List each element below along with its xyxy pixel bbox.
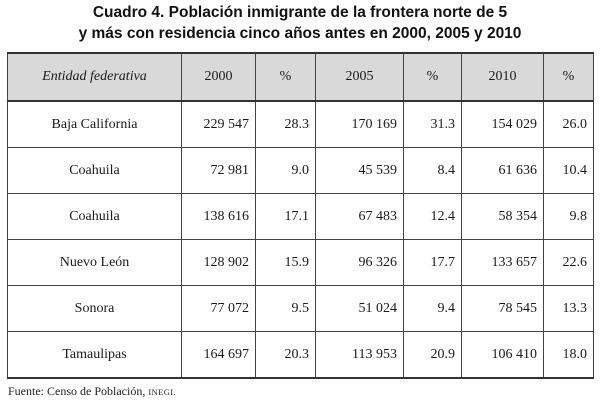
cell-2005: 96 326 bbox=[315, 239, 404, 286]
header-2000: 2000 bbox=[181, 52, 256, 102]
cell-2000: 138 616 bbox=[181, 193, 256, 240]
table-row: Nuevo León 128 902 15.9 96 326 17.7 133 … bbox=[7, 239, 594, 286]
header-entidad: Entidad federativa bbox=[7, 52, 182, 102]
cell-pct-2005: 12.4 bbox=[403, 193, 462, 240]
cell-2000: 128 902 bbox=[181, 239, 256, 286]
cell-state: Coahuila bbox=[7, 147, 182, 194]
cell-2010: 133 657 bbox=[461, 239, 544, 286]
cell-pct-2000: 20.3 bbox=[255, 331, 316, 379]
cell-pct-2010: 22.6 bbox=[543, 239, 594, 286]
header-pct-2005: % bbox=[403, 52, 462, 102]
source-prefix: Fuente: Censo de Población, bbox=[8, 384, 146, 398]
cell-pct-2005: 31.3 bbox=[403, 100, 462, 148]
header-pct-2000: % bbox=[255, 52, 316, 102]
header-pct-2010: % bbox=[543, 52, 594, 102]
cell-pct-2010: 18.0 bbox=[543, 331, 594, 379]
table-row: Coahuila 138 616 17.1 67 483 12.4 58 354… bbox=[7, 193, 594, 240]
title-line-2: y más con residencia cinco años antes en… bbox=[78, 25, 522, 42]
cell-2005: 170 169 bbox=[315, 100, 404, 148]
cell-2010: 78 545 bbox=[461, 285, 544, 332]
table-title: Cuadro 4. Población inmigrante de la fro… bbox=[0, 2, 600, 44]
cell-state: Sonora bbox=[7, 285, 182, 332]
cell-state: Nuevo León bbox=[7, 239, 182, 286]
cell-2000: 164 697 bbox=[181, 331, 256, 379]
cell-pct-2000: 9.0 bbox=[255, 147, 316, 194]
cell-pct-2000: 17.1 bbox=[255, 193, 316, 240]
source-note: Fuente: Censo de Población, INEGI. bbox=[8, 384, 176, 399]
cell-pct-2010: 9.8 bbox=[543, 193, 594, 240]
cell-pct-2000: 15.9 bbox=[255, 239, 316, 286]
header-2005: 2005 bbox=[315, 52, 404, 102]
cell-2000: 77 072 bbox=[181, 285, 256, 332]
cell-state: Tamaulipas bbox=[7, 331, 182, 379]
cell-pct-2000: 9.5 bbox=[255, 285, 316, 332]
cell-2010: 61 636 bbox=[461, 147, 544, 194]
cell-pct-2000: 28.3 bbox=[255, 100, 316, 148]
header-2010: 2010 bbox=[461, 52, 544, 102]
table-row: Coahuila 72 981 9.0 45 539 8.4 61 636 10… bbox=[7, 147, 594, 194]
cell-pct-2005: 20.9 bbox=[403, 331, 462, 379]
source-org: INEGI. bbox=[148, 387, 176, 397]
cell-pct-2005: 17.7 bbox=[403, 239, 462, 286]
cell-2010: 154 029 bbox=[461, 100, 544, 148]
cell-2005: 45 539 bbox=[315, 147, 404, 194]
cell-state: Baja California bbox=[7, 100, 182, 148]
title-line-1: Cuadro 4. Población inmigrante de la fro… bbox=[92, 4, 508, 21]
cell-2005: 113 953 bbox=[315, 331, 404, 379]
cell-pct-2005: 8.4 bbox=[403, 147, 462, 194]
cell-pct-2005: 9.4 bbox=[403, 285, 462, 332]
cell-2010: 106 410 bbox=[461, 331, 544, 379]
cell-2000: 229 547 bbox=[181, 100, 256, 148]
cell-pct-2010: 13.3 bbox=[543, 285, 594, 332]
cell-2010: 58 354 bbox=[461, 193, 544, 240]
cell-state: Coahuila bbox=[7, 193, 182, 240]
table-row: Sonora 77 072 9.5 51 024 9.4 78 545 13.3 bbox=[7, 285, 594, 332]
table-row: Tamaulipas 164 697 20.3 113 953 20.9 106… bbox=[7, 331, 594, 379]
cell-2005: 51 024 bbox=[315, 285, 404, 332]
cell-pct-2010: 26.0 bbox=[543, 100, 594, 148]
cell-2005: 67 483 bbox=[315, 193, 404, 240]
table-row: Baja California 229 547 28.3 170 169 31.… bbox=[7, 100, 594, 148]
cell-2000: 72 981 bbox=[181, 147, 256, 194]
data-table: Entidad federativa 2000 % 2005 % 2010 % … bbox=[7, 52, 594, 379]
header-row: Entidad federativa 2000 % 2005 % 2010 % bbox=[7, 52, 594, 102]
cell-pct-2010: 10.4 bbox=[543, 147, 594, 194]
